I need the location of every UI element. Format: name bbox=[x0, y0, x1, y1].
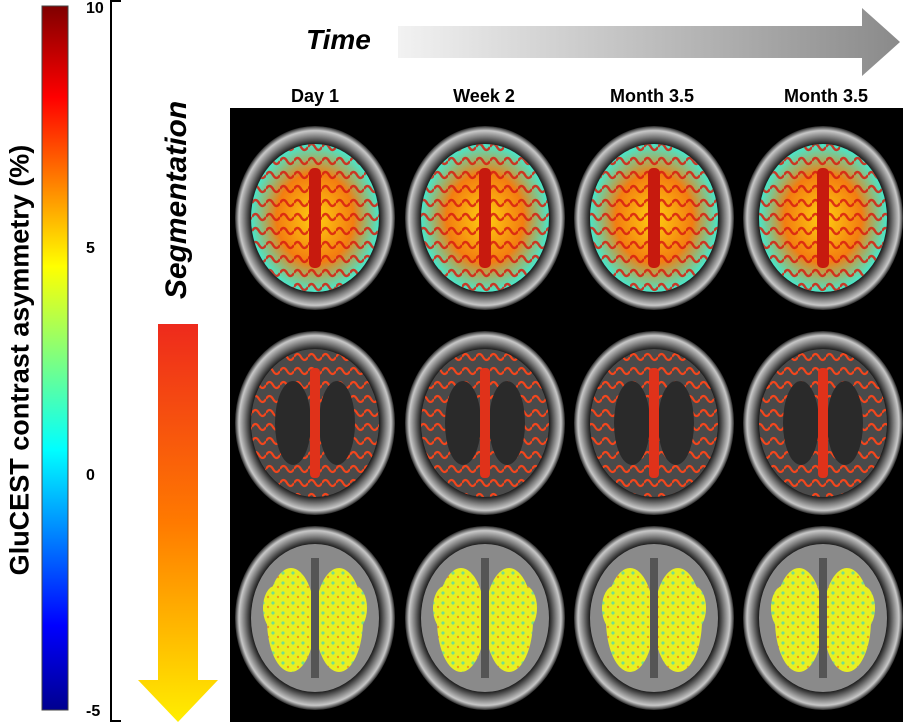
colorbar-tick-10: 10 bbox=[86, 0, 104, 17]
column-label-week-2: Week 2 bbox=[453, 86, 515, 106]
time-arrow bbox=[398, 8, 900, 76]
brain-gray-matter-1 bbox=[235, 331, 395, 515]
brain-white-matter-1 bbox=[235, 526, 395, 710]
brain-whole-brain-2 bbox=[405, 126, 565, 310]
colorbar-tick-5: 5 bbox=[86, 240, 95, 257]
column-label-day-1: Day 1 bbox=[290, 86, 340, 106]
column-label-month-3-5-b: Month 3.5 bbox=[784, 86, 868, 106]
colorbar-tick-0: 0 bbox=[86, 467, 95, 484]
brain-white-matter-4 bbox=[743, 526, 903, 710]
brain-whole-brain-4 bbox=[743, 126, 903, 310]
time-label: Time bbox=[306, 24, 371, 55]
colorbar-tick-minus5: -5 bbox=[86, 703, 101, 720]
brain-white-matter-2 bbox=[405, 526, 565, 710]
brain-grid bbox=[235, 126, 903, 710]
brain-white-matter-3 bbox=[574, 526, 734, 710]
segmentation-arrow bbox=[138, 324, 218, 722]
brain-whole-brain-1 bbox=[235, 126, 395, 310]
column-label-month-3-5-a: Month 3.5 bbox=[610, 86, 694, 106]
brain-gray-matter-4 bbox=[743, 331, 903, 515]
brain-gray-matter-2 bbox=[405, 331, 565, 515]
brain-whole-brain-3 bbox=[574, 126, 734, 310]
brain-gray-matter-3 bbox=[574, 331, 734, 515]
